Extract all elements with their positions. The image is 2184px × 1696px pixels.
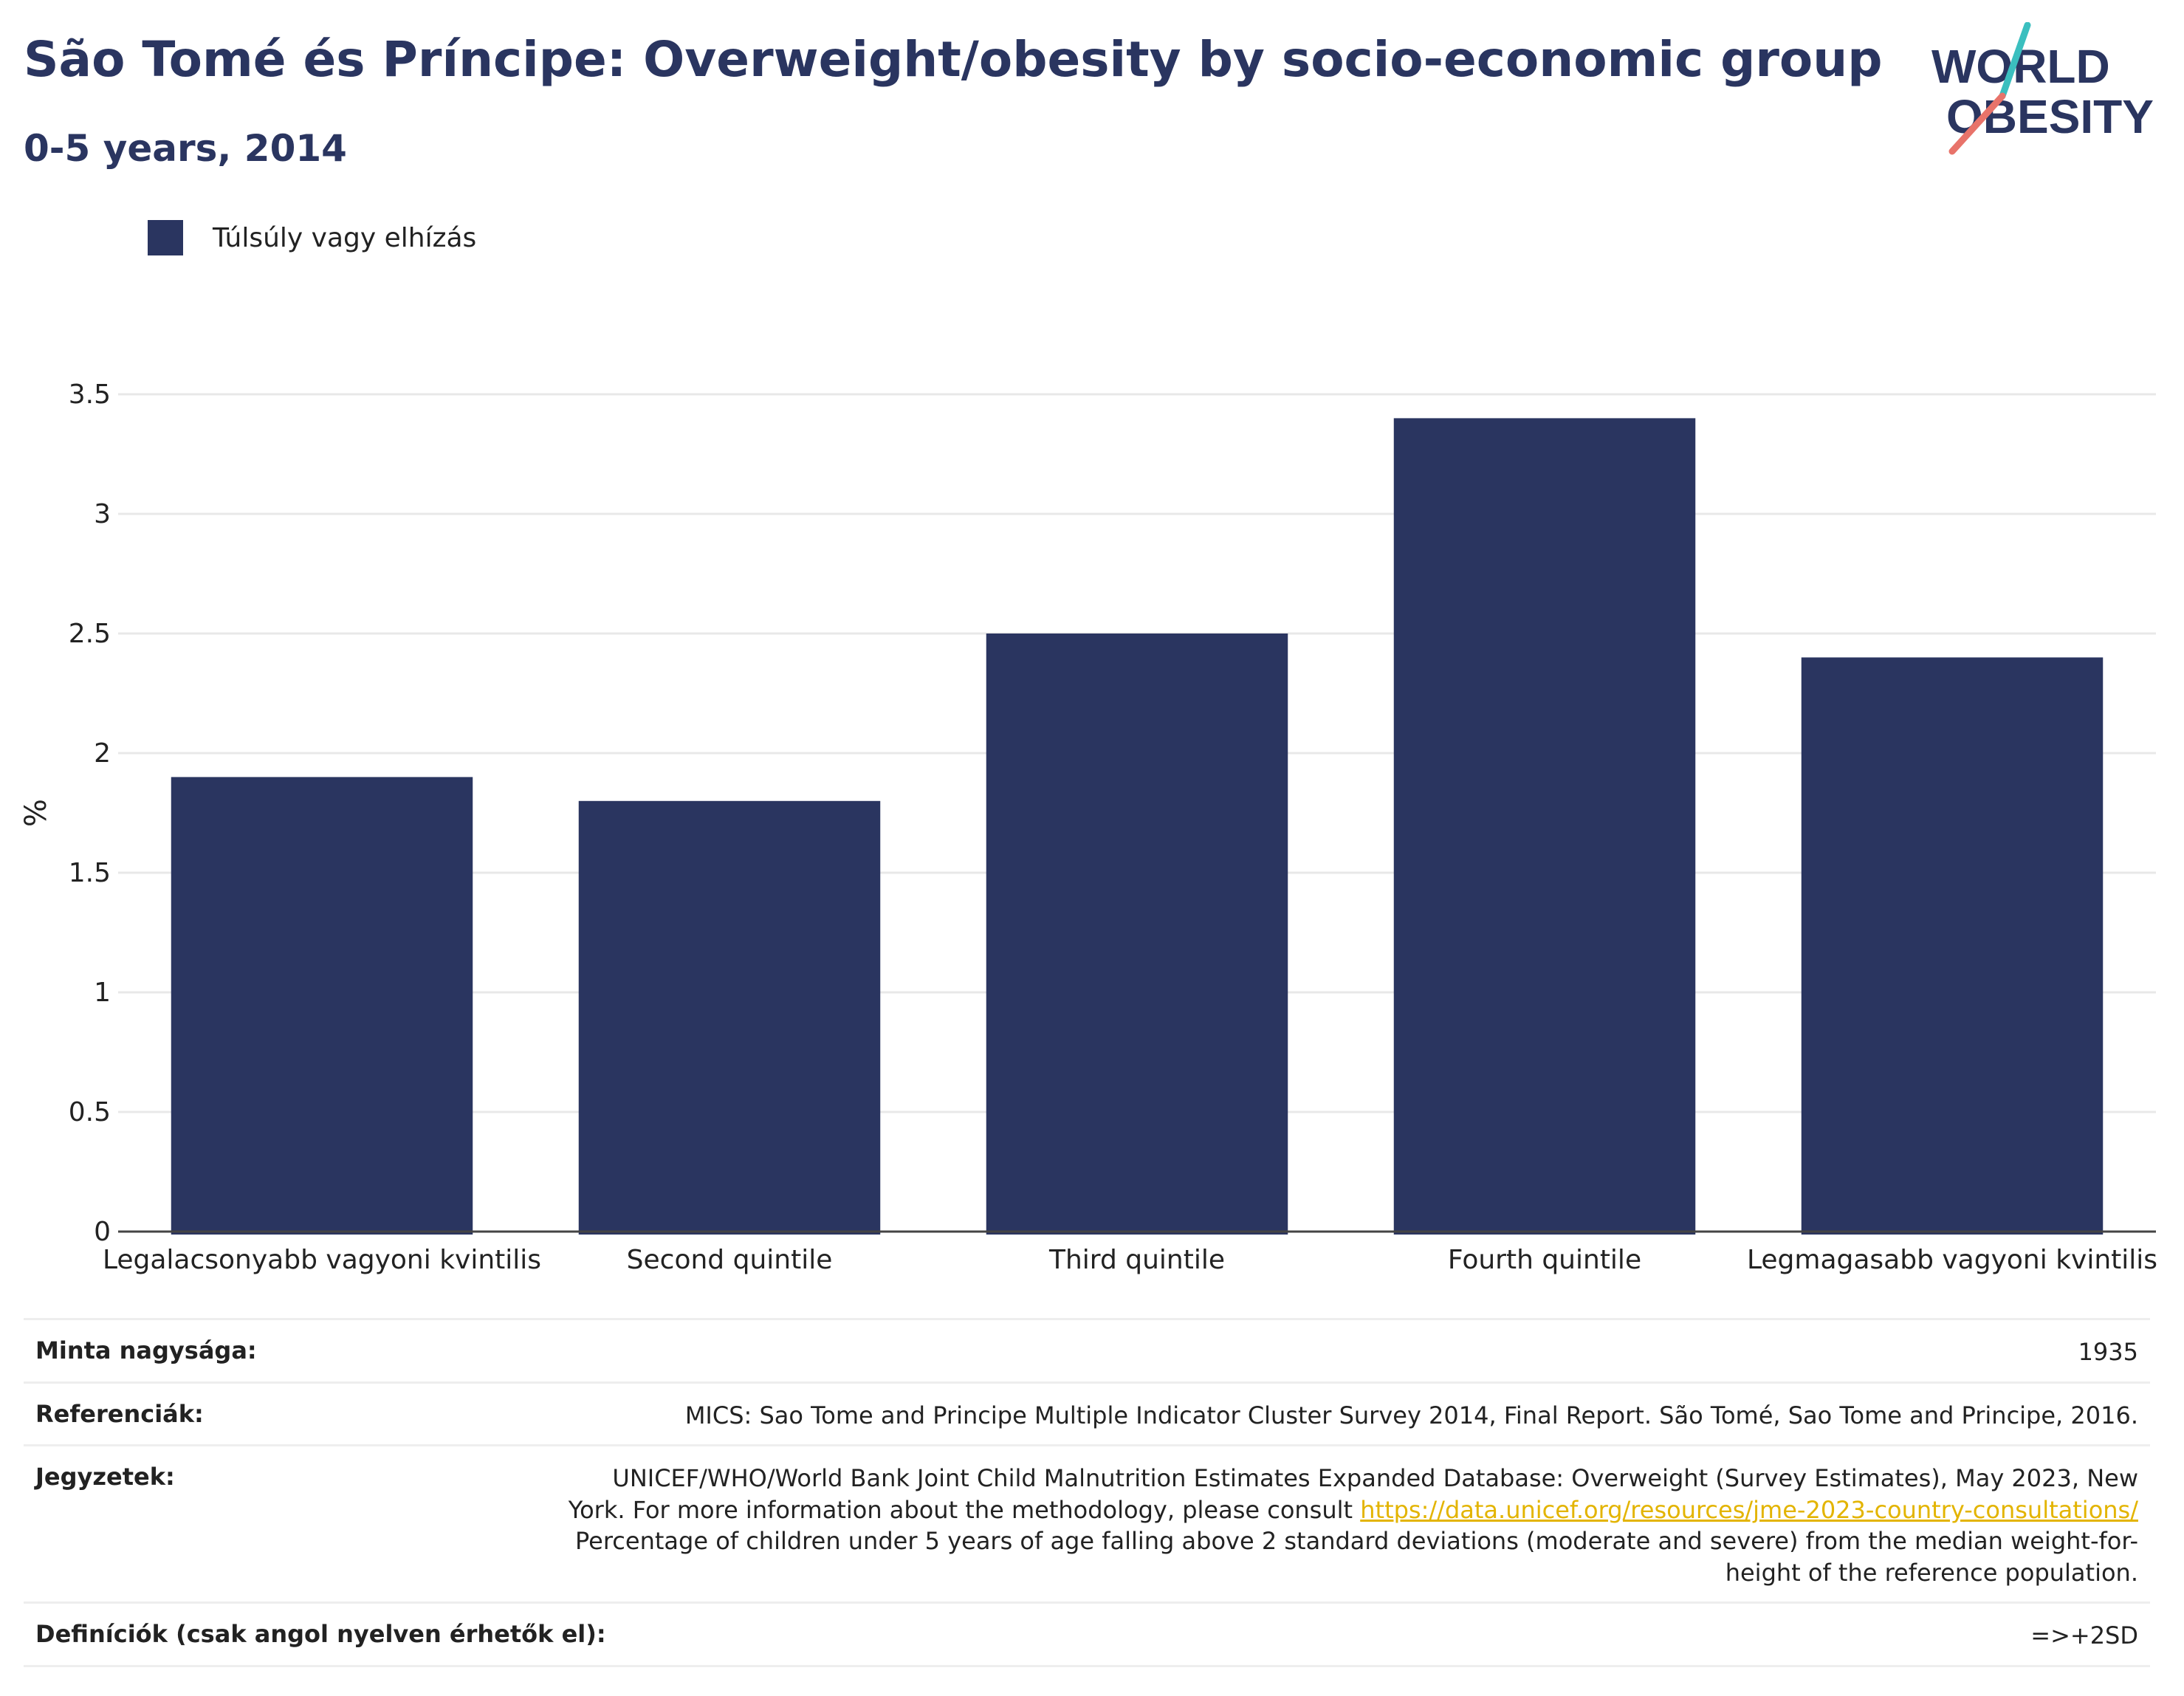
notes-row: Jegyzetek: UNICEF/WHO/World Bank Joint C… [24,1444,2150,1601]
y-tick-label: 1.5 [69,858,111,888]
x-tick-label: Fourth quintile [1448,1245,1641,1275]
bar-chart: 0 0.5 1 1.5 2 2.5 3 3.5 Legalacsonyabb vagyoni … [19,380,2157,1275]
bars [171,418,2104,1235]
y-tick-label: 3 [94,499,111,529]
references-label: Referenciák: [35,1399,204,1428]
logo-slash-teal [1999,22,2031,100]
x-tick-label: Second quintile [627,1245,833,1275]
definitions-row: Definíciók (csak angol nyelven érhetők e… [24,1601,2150,1667]
y-axis-ticks: 0 0.5 1 1.5 2 2.5 3 3.5 [69,380,111,1247]
bar [1393,418,1696,1235]
x-tick-label: Third quintile [1048,1245,1225,1275]
references-row: Referenciák: MICS: Sao Tome and Principe… [24,1381,2150,1445]
notes-line-2: York. For more information about the met… [569,1494,2138,1526]
bar [1801,657,2104,1235]
logo-slash-coral [1948,92,2006,155]
chart-title: São Tomé és Príncipe: Overweight/obesity… [24,31,1883,88]
chart-subtitle: 0-5 years, 2014 [24,127,347,170]
legend-label: Túlsúly vagy elhízás [213,222,477,253]
logo-word-obesity: OBESITY [1946,90,2154,143]
y-tick-label: 1 [94,978,111,1008]
notes-line-1: UNICEF/WHO/World Bank Joint Child Malnut… [612,1464,2138,1493]
references-value: MICS: Sao Tome and Principe Multiple Ind… [684,1401,2138,1429]
x-tick-label: Legalacsonyabb vagyoni kvintilis [103,1245,541,1275]
notes-line-3: Percentage of children under 5 years of … [575,1527,2138,1556]
notes-label: Jegyzetek: [35,1463,175,1491]
legend: Túlsúly vagy elhízás [148,219,476,257]
y-tick-label: 3.5 [69,380,111,410]
notes-link[interactable]: https://data.unicef.org/resources/jme-20… [1360,1495,2138,1524]
definitions-value: =>+2SD [2030,1621,2138,1650]
notes-value: UNICEF/WHO/World Bank Joint Child Malnut… [569,1463,2138,1588]
y-axis-label: % [19,799,53,827]
sample-size-value: 1935 [2078,1338,2138,1366]
y-tick-label: 0 [94,1217,111,1247]
y-tick-label: 2 [94,738,111,769]
y-tick-label: 2.5 [69,619,111,649]
x-axis-ticks: Legalacsonyabb vagyoni kvintilis Second q… [103,1245,2157,1275]
notes-line-4: height of the reference population. [1725,1558,2138,1587]
notes-line-2-text: York. For more information about the met… [568,1495,1361,1524]
bar [578,800,881,1235]
bar [986,634,1288,1235]
info-table: Minta nagysága: 1935 Referenciák: MICS: … [24,1318,2150,1667]
sample-size-label: Minta nagysága: [35,1336,257,1364]
x-tick-label: Legmagasabb vagyoni kvintilis [1747,1245,2157,1275]
world-obesity-logo: WORLD OBESITY [1931,22,2154,155]
bar [171,777,473,1235]
definitions-label: Definíciók (csak angol nyelven érhetők e… [35,1620,606,1649]
sample-size-row: Minta nagysága: 1935 [24,1318,2150,1381]
legend-swatch [148,220,183,255]
y-tick-label: 0.5 [69,1097,111,1127]
